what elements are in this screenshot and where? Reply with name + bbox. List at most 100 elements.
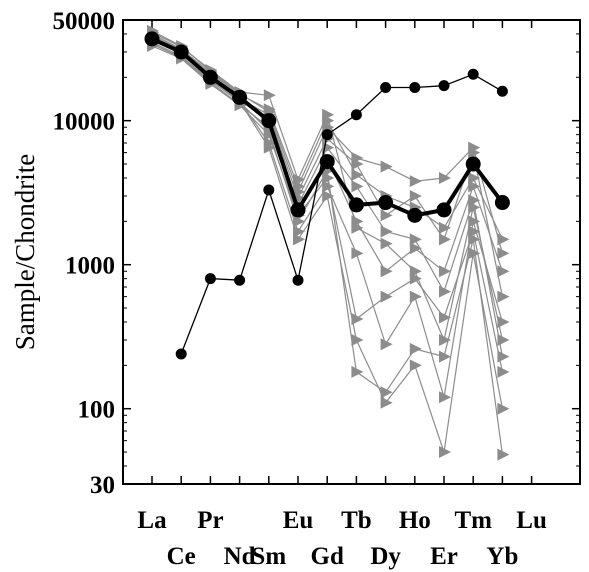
gray-triangle-marker	[439, 285, 451, 298]
gray-triangle-marker	[351, 158, 364, 171]
gray-triangle-marker	[468, 146, 481, 159]
thick-circle-marker	[290, 202, 306, 218]
thin-circle-marker	[409, 81, 421, 93]
gray-triangle-marker	[439, 391, 451, 404]
x-tick-label: Ho	[399, 507, 431, 534]
thick-circle-marker	[173, 44, 189, 60]
gray-triangle-marker	[351, 180, 364, 193]
x-tick-label: Eu	[283, 507, 314, 534]
x-tick-label: Dy	[370, 543, 401, 570]
gray-triangle-marker	[322, 189, 335, 202]
x-tick-label: Er	[430, 543, 458, 570]
gray-triangle-marker	[439, 233, 451, 246]
thin-circle-marker	[321, 129, 333, 141]
thin-circle-marker	[204, 273, 216, 285]
gray-triangle-marker	[497, 265, 510, 278]
gray-triangle-marker	[468, 247, 481, 260]
gray-triangle-marker	[351, 365, 364, 378]
gray-triangle-marker	[380, 209, 393, 222]
plot-frame	[122, 19, 581, 485]
x-tick-label: Tb	[341, 507, 372, 534]
thick-circle-marker	[378, 195, 394, 211]
thin-circle-marker	[350, 109, 362, 121]
gray-triangle-marker	[409, 290, 422, 303]
y-tick-label: 10000	[53, 109, 116, 136]
thick-circle-marker	[436, 202, 452, 218]
thin-circle-marker	[496, 85, 508, 97]
gray-triangle-marker	[322, 171, 335, 184]
gray-triangle-marker	[351, 168, 364, 181]
gray-triangle-marker	[380, 386, 393, 399]
gray-triangle-marker	[409, 342, 422, 355]
gray-triangle-marker	[380, 290, 393, 303]
thick-circle-marker	[202, 69, 218, 85]
gray-triangle-marker	[497, 448, 510, 461]
thin-circle-marker	[292, 274, 304, 286]
thick-circle-marker	[348, 197, 364, 213]
x-tick-label: Yb	[486, 543, 518, 570]
y-axis: 50000 10000 1000 100 30	[53, 8, 580, 499]
thin-circle-marker	[380, 81, 392, 93]
gray-triangle-marker	[497, 247, 510, 260]
y-axis-label: Sample/Chondrite	[10, 154, 40, 350]
gray-triangle-marker	[439, 221, 451, 234]
black-series-group	[144, 31, 510, 360]
gray-triangle-marker	[497, 290, 510, 303]
gray-series-line	[151, 41, 503, 455]
gray-triangle-marker	[439, 350, 451, 363]
y-tick-label: 100	[78, 397, 116, 424]
gray-triangle-marker	[409, 189, 422, 202]
thin-circle-marker	[467, 68, 479, 80]
gray-triangle-marker	[497, 365, 510, 378]
thin-circle-marker	[263, 184, 275, 196]
gray-triangle-marker	[497, 333, 510, 346]
thin-series-line	[180, 73, 503, 355]
thick-circle-marker	[261, 113, 277, 129]
x-tick-label: Lu	[516, 507, 547, 534]
thin-circle-marker	[175, 348, 187, 360]
gray-triangle-marker	[322, 180, 335, 193]
gray-triangle-marker	[497, 233, 510, 246]
gray-series-line	[151, 38, 503, 453]
gray-triangle-marker	[351, 312, 364, 325]
x-tick-label: Tm	[454, 507, 492, 534]
gray-triangle-marker	[380, 396, 393, 409]
gray-triangle-marker	[380, 225, 393, 238]
thick-circle-marker	[407, 207, 423, 223]
gray-triangle-marker	[293, 173, 305, 186]
thick-circle-marker	[232, 89, 248, 105]
gray-triangle-marker	[380, 237, 393, 250]
thin-circle-marker	[234, 274, 246, 286]
gray-triangle-marker	[409, 359, 422, 372]
x-tick-label: Gd	[311, 543, 344, 570]
gray-triangle-marker	[468, 201, 481, 214]
x-tick-label: Sm	[251, 543, 286, 570]
gray-triangle-marker	[497, 315, 510, 328]
gray-triangle-marker	[380, 338, 393, 351]
gray-triangle-marker	[263, 89, 276, 102]
y-tick-label: 1000	[65, 253, 115, 280]
gray-triangle-marker	[351, 247, 364, 260]
gray-triangle-marker	[293, 233, 305, 246]
gray-triangle-marker	[409, 265, 422, 278]
gray-triangle-marker	[439, 171, 451, 184]
x-tick-label: La	[137, 507, 167, 534]
gray-triangle-marker	[380, 265, 393, 278]
gray-triangle-marker	[497, 402, 510, 415]
gray-triangle-marker	[322, 108, 335, 121]
thick-circle-marker	[144, 31, 160, 47]
y-tick-label: 50000	[53, 8, 116, 35]
gray-triangle-marker	[468, 171, 481, 184]
gray-triangle-marker	[439, 311, 451, 324]
gray-triangle-marker	[439, 265, 451, 278]
thick-circle-marker	[494, 195, 510, 211]
gray-triangle-marker	[409, 175, 422, 188]
thin-circle-marker	[438, 80, 450, 92]
thick-circle-marker	[465, 156, 481, 172]
gray-triangle-marker	[263, 141, 276, 154]
gray-series-group	[147, 24, 510, 461]
thick-circle-marker	[319, 154, 335, 170]
y-tick-label: 30	[90, 472, 115, 499]
